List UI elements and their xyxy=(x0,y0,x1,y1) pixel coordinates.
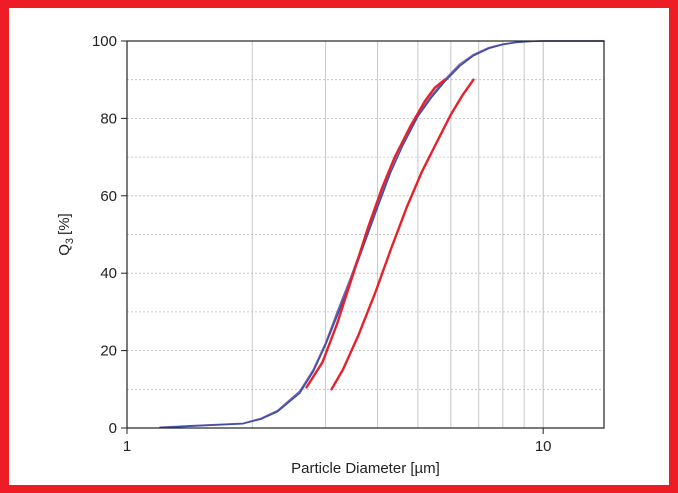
y-tick-label: 80 xyxy=(100,110,117,127)
y-axis-title: Q3 [%] xyxy=(56,213,76,255)
x-axis-title: Particle Diameter [µm] xyxy=(291,460,440,477)
series-line-1 xyxy=(159,40,605,428)
y-axis-title-unit: [%] xyxy=(56,213,73,235)
y-tick-label: 40 xyxy=(100,265,117,282)
y-axis-title-main: Q xyxy=(56,244,73,256)
y-tick-label: 0 xyxy=(109,420,117,437)
x-tick-label: 1 xyxy=(123,438,131,455)
x-tick-label: 10 xyxy=(535,438,552,455)
y-axis-title-subscript: 3 xyxy=(64,238,76,244)
ticks-layer: 0 20 40 60 80 100 1 10 xyxy=(92,33,552,455)
series-line-4 xyxy=(330,78,475,391)
series-layer xyxy=(159,40,605,429)
series-line-3 xyxy=(305,78,446,389)
y-tick-label: 20 xyxy=(100,343,117,360)
plot-area-border xyxy=(126,40,605,429)
y-tick-label: 60 xyxy=(100,188,117,205)
y-tick-label: 100 xyxy=(92,33,117,50)
grid-layer xyxy=(127,41,604,428)
chart-svg: 0 20 40 60 80 100 1 10 Particle Diameter [µm] Q… xyxy=(56,33,605,477)
series-line-2 xyxy=(159,40,605,429)
chart-frame: 0 20 40 60 80 100 1 10 Particle Diameter [µm] Q… xyxy=(9,8,669,485)
